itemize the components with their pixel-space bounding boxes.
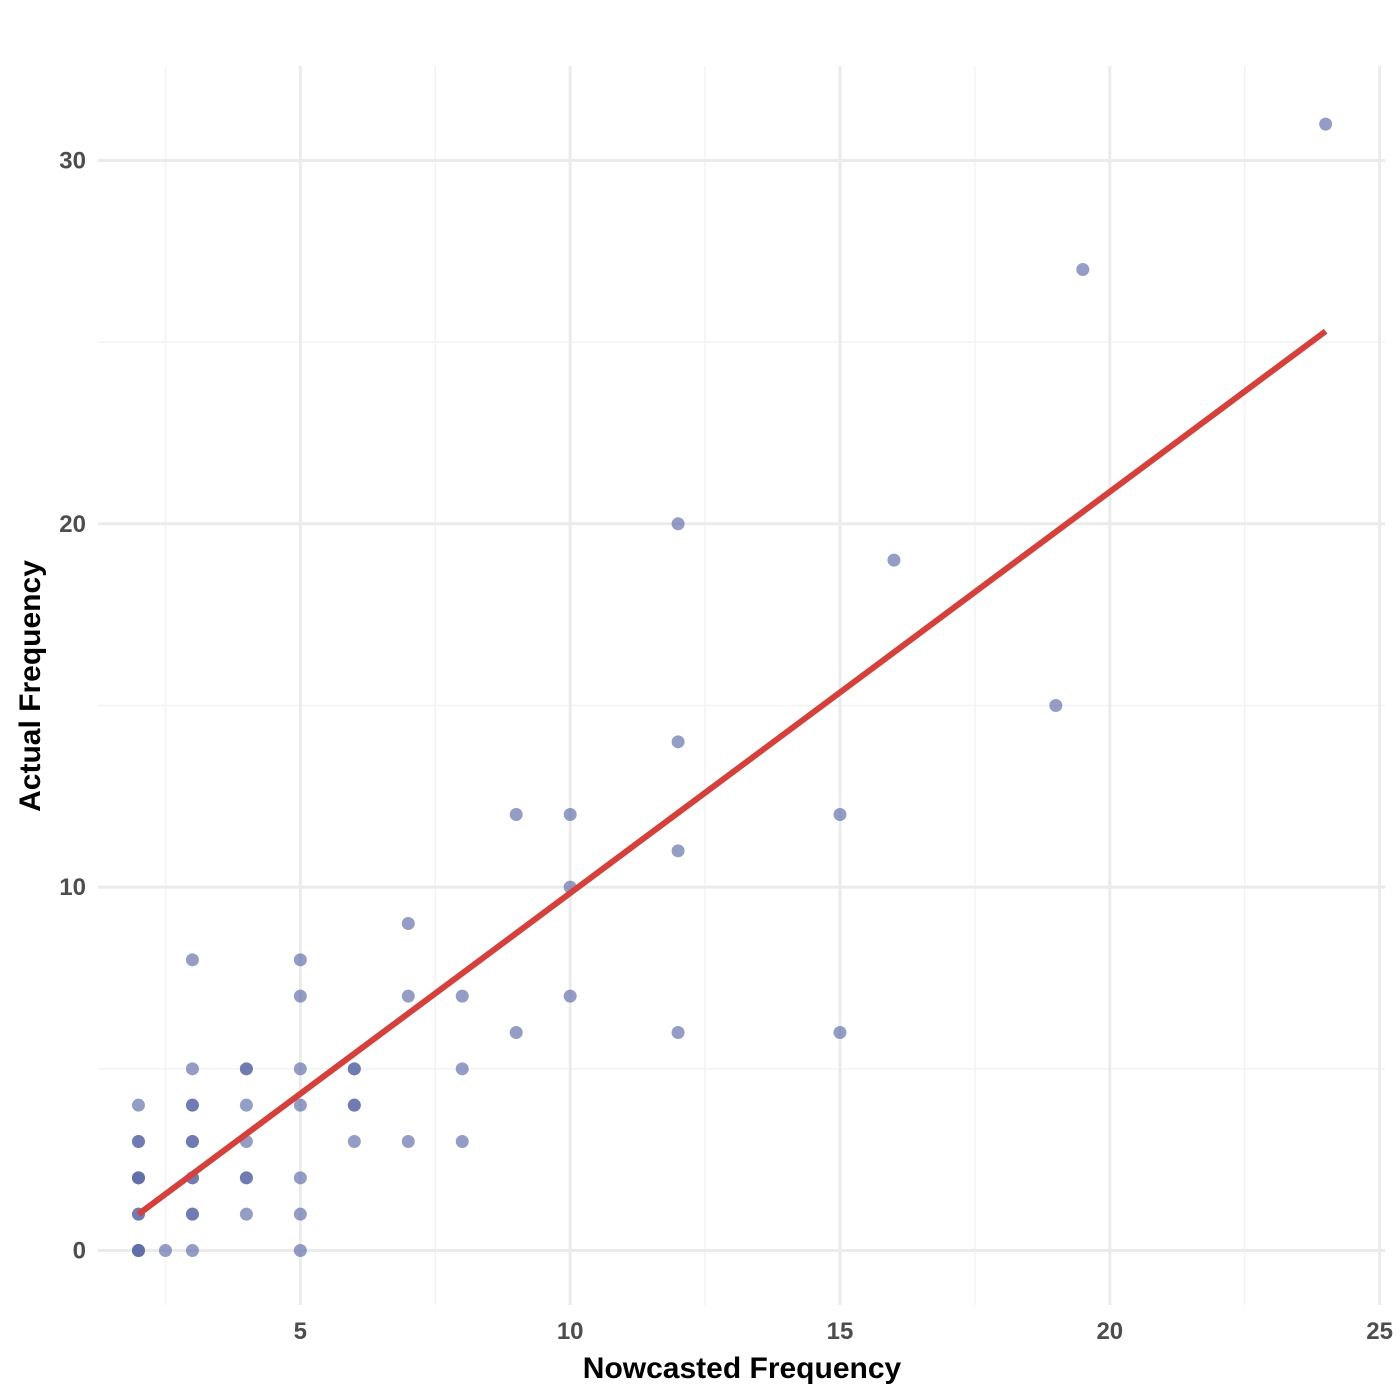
data-point xyxy=(833,1025,847,1039)
data-point xyxy=(185,1098,199,1112)
x-tick-label: 10 xyxy=(557,1318,584,1345)
data-point xyxy=(509,807,523,821)
data-point xyxy=(401,1134,415,1148)
fit-line-group xyxy=(136,328,1328,1217)
data-point xyxy=(887,553,901,567)
data-point xyxy=(185,953,199,967)
data-point xyxy=(239,1098,253,1112)
data-point xyxy=(185,1062,199,1076)
data-point xyxy=(131,1171,145,1185)
data-point xyxy=(401,989,415,1003)
data-point xyxy=(563,989,577,1003)
data-point xyxy=(455,989,469,1003)
y-tick-label: 10 xyxy=(59,874,86,901)
data-point xyxy=(293,1062,307,1076)
data-point xyxy=(158,1243,172,1257)
x-tick-labels: 5 10 15 20 25 xyxy=(294,1318,1393,1345)
data-point xyxy=(293,989,307,1003)
data-point xyxy=(239,1062,253,1076)
data-point xyxy=(239,1171,253,1185)
data-point xyxy=(185,1134,199,1148)
data-point xyxy=(671,844,685,858)
major-gridlines xyxy=(98,66,1385,1305)
x-tick-label: 20 xyxy=(1096,1318,1123,1345)
x-tick-label: 15 xyxy=(827,1318,854,1345)
data-point xyxy=(1319,117,1333,131)
data-point xyxy=(293,1171,307,1185)
data-point xyxy=(185,1207,199,1221)
fit-line xyxy=(136,328,1328,1217)
data-point xyxy=(131,1098,145,1112)
data-point xyxy=(671,1025,685,1039)
data-point xyxy=(347,1098,361,1112)
data-point xyxy=(293,1098,307,1112)
data-point xyxy=(509,1025,523,1039)
data-point xyxy=(131,1243,145,1257)
y-axis-title: Actual Frequency xyxy=(14,560,47,812)
data-point xyxy=(347,1062,361,1076)
y-tick-label: 30 xyxy=(59,147,86,174)
data-point xyxy=(671,735,685,749)
x-axis-title: Nowcasted Frequency xyxy=(583,1352,902,1385)
y-tick-labels: 0 10 20 30 xyxy=(59,147,86,1264)
data-point xyxy=(1049,698,1063,712)
y-tick-label: 0 xyxy=(73,1237,86,1264)
data-point xyxy=(239,1207,253,1221)
data-point xyxy=(455,1134,469,1148)
data-point xyxy=(293,1207,307,1221)
data-point xyxy=(293,1243,307,1257)
data-point xyxy=(671,517,685,531)
data-point xyxy=(347,1134,361,1148)
x-tick-label: 5 xyxy=(294,1318,307,1345)
x-tick-label: 25 xyxy=(1366,1318,1393,1345)
y-tick-label: 20 xyxy=(59,511,86,538)
data-point xyxy=(455,1062,469,1076)
data-point xyxy=(833,807,847,821)
data-point xyxy=(563,807,577,821)
data-point xyxy=(131,1134,145,1148)
minor-gridlines xyxy=(98,66,1385,1305)
data-point xyxy=(401,916,415,930)
data-point xyxy=(185,1243,199,1257)
data-point xyxy=(293,953,307,967)
data-point xyxy=(1076,262,1090,276)
